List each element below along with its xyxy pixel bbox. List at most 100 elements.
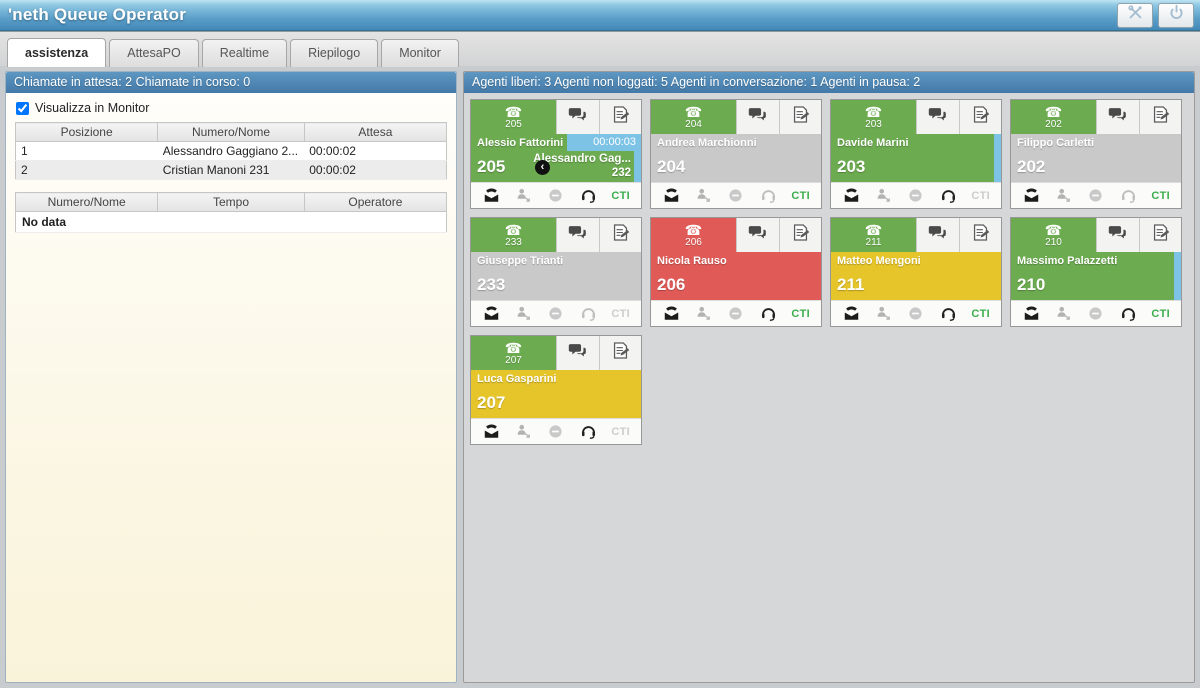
agent-extension-tab[interactable]: ☎ 233 [471,218,556,252]
agent-card: ☎ 205 Alessio Fattorini 205 00:00:03 Ale… [470,99,642,209]
agent-extension-tab[interactable]: ☎ 205 [471,100,556,134]
agent-card: ☎ 203 Davide Marini 203 [830,99,1002,209]
chat-button[interactable] [1096,100,1139,134]
headset-icon[interactable] [579,305,597,323]
tab-assistenza[interactable]: assistenza [7,38,107,67]
agent-extension-tab[interactable]: ☎ 211 [831,218,916,252]
pause-icon[interactable] [1087,187,1105,205]
agent-extension-tab[interactable]: ☎ 207 [471,336,556,370]
pause-icon[interactable] [547,423,565,441]
agent-extension: 210 [1017,275,1046,294]
headset-icon[interactable] [759,305,777,323]
phone-icon: ☎ [684,221,703,238]
pickup-icon[interactable] [1022,187,1040,205]
pause-icon[interactable] [727,305,745,323]
chat-button[interactable] [736,218,779,252]
monitor-checkbox[interactable] [16,101,29,115]
headset-icon[interactable] [579,187,597,205]
table-row[interactable]: 2 Cristian Manoni 231 00:00:02 [15,160,447,180]
cti-button[interactable]: CTI [971,189,990,202]
cti-button[interactable]: CTI [611,307,630,320]
pickup-icon[interactable] [662,187,680,205]
notes-button[interactable] [1138,218,1182,252]
transfer-icon[interactable] [514,423,532,441]
pause-icon[interactable] [547,187,565,205]
agent-extension-tab[interactable]: ☎ 204 [651,100,736,134]
phone-icon: ☎ [1044,221,1063,238]
agent-extension-tab[interactable]: ☎ 210 [1011,218,1096,252]
headset-icon[interactable] [579,423,597,441]
column-header-posizione: Posizione [14,122,159,142]
agent-extension-tab[interactable]: ☎ 206 [651,218,736,252]
cti-button[interactable]: CTI [1151,307,1170,320]
tab-realtime[interactable]: Realtime [201,39,288,67]
chat-button[interactable] [556,218,599,252]
agent-status-area: Alessio Fattorini 205 00:00:03 Alessandr… [471,134,641,182]
pause-icon[interactable] [547,305,565,323]
notes-button[interactable] [598,218,642,252]
transfer-icon[interactable] [514,305,532,323]
pickup-icon[interactable] [842,305,860,323]
logout-button[interactable] [1158,2,1194,28]
cti-button[interactable]: CTI [791,307,810,320]
notes-button[interactable] [778,100,822,134]
notes-button[interactable] [598,100,642,134]
headset-icon[interactable] [759,187,777,205]
transfer-icon[interactable] [1054,305,1072,323]
chat-button[interactable] [1096,218,1139,252]
agent-status-area: Filippo Carletti 202 [1011,134,1181,182]
chat-button[interactable] [556,100,599,134]
notes-button[interactable] [1138,100,1182,134]
transfer-icon[interactable] [694,187,712,205]
transfer-icon[interactable] [1054,187,1072,205]
cti-button[interactable]: CTI [611,189,630,202]
pause-icon[interactable] [907,187,925,205]
agents-grid: ☎ 205 Alessio Fattorini 205 00:00:03 Ale… [464,93,1194,682]
agent-extension-tab[interactable]: ☎ 203 [831,100,916,134]
cti-button[interactable]: CTI [1151,189,1170,202]
chat-button[interactable] [556,336,599,370]
agent-extension-tab[interactable]: ☎ 202 [1011,100,1096,134]
headset-icon[interactable] [1119,187,1137,205]
cti-button[interactable]: CTI [971,307,990,320]
pickup-icon[interactable] [1022,305,1040,323]
pickup-icon[interactable] [482,423,500,441]
tab-riepilogo[interactable]: Riepilogo [290,39,379,67]
transfer-icon[interactable] [874,305,892,323]
notes-button[interactable] [778,218,822,252]
agent-extension: 206 [657,275,686,294]
agents-panel-header: Agenti liberi: 3 Agenti non loggati: 5 A… [464,72,1194,93]
chat-button[interactable] [916,218,959,252]
notes-icon [791,223,810,247]
pickup-icon[interactable] [662,305,680,323]
agent-card: ☎ 204 Andrea Marchionni 204 [650,99,822,209]
pickup-icon[interactable] [482,305,500,323]
tab-attesapo[interactable]: AttesaPO [109,39,199,67]
agent-name: Nicola Rauso [657,255,727,267]
transfer-icon[interactable] [514,187,532,205]
headset-icon[interactable] [939,187,957,205]
notes-button[interactable] [598,336,642,370]
table-row[interactable]: 1 Alessandro Gaggiano 2... 00:00:02 [15,141,447,161]
pickup-icon[interactable] [842,187,860,205]
transfer-icon[interactable] [874,187,892,205]
pause-icon[interactable] [907,305,925,323]
notes-icon [1151,105,1170,129]
settings-button[interactable] [1117,2,1153,28]
cti-button[interactable]: CTI [791,189,810,202]
phone-icon: ☎ [504,221,523,238]
cti-button[interactable]: CTI [611,425,630,438]
pause-icon[interactable] [1087,305,1105,323]
pickup-icon[interactable] [482,187,500,205]
transfer-icon[interactable] [694,305,712,323]
headset-icon[interactable] [939,305,957,323]
pause-icon[interactable] [727,187,745,205]
cell-posizione: 1 [15,141,158,161]
tab-monitor[interactable]: Monitor [381,39,459,67]
agent-extension: 233 [477,275,506,294]
headset-icon[interactable] [1119,305,1137,323]
notes-button[interactable] [958,100,1002,134]
chat-button[interactable] [736,100,779,134]
chat-button[interactable] [916,100,959,134]
notes-button[interactable] [958,218,1002,252]
